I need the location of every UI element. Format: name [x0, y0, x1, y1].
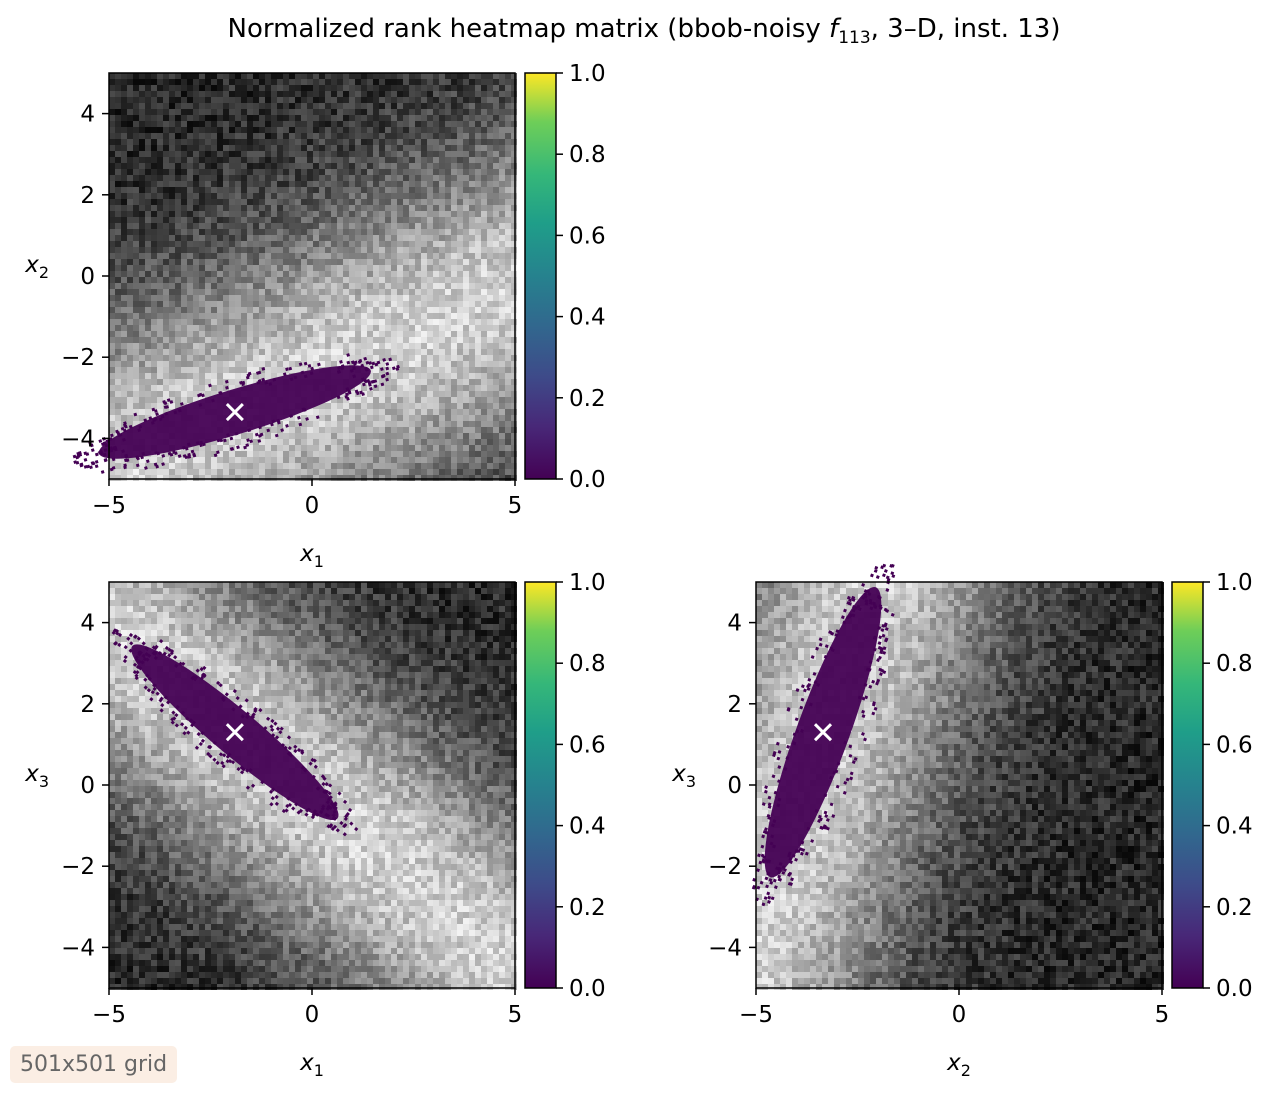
colorbar-tick-label: 0.0 — [569, 976, 606, 1002]
colorbar-tick-label: 0.4 — [569, 305, 606, 331]
colorbar-tick-label: 0.2 — [569, 895, 606, 921]
colorbar-tick-label: 0.2 — [569, 386, 606, 412]
colorbar-tick-label: 0.4 — [1216, 814, 1253, 840]
y-tick-label: −4 — [708, 935, 742, 961]
colorbar-tick-label: 0.0 — [569, 467, 606, 493]
y-axis-label: x3 — [671, 761, 696, 791]
heatmap-panel-x1-x2: −5 0 5 −4 −2 0 2 4 x1 x2 0.0 0.2 0.4 0.6 0.8 1.0 — [24, 61, 605, 571]
x-tick-label: −5 — [92, 493, 126, 519]
x-tick-label: 5 — [508, 1002, 523, 1028]
colorbar-tick-label: 0.8 — [1216, 651, 1253, 677]
x-tick-label: 0 — [952, 1002, 967, 1028]
colorbar-tick-label: 0.4 — [569, 814, 606, 840]
colorbar-tick-label: 0.6 — [1216, 732, 1253, 758]
y-tick-label: −4 — [61, 426, 95, 452]
colorbar: 0.0 0.2 0.4 0.6 0.8 1.0 — [1172, 570, 1253, 1002]
x-axis-label: x1 — [299, 1050, 324, 1080]
x-tick-label: 0 — [305, 1002, 320, 1028]
y-tick-label: 2 — [80, 183, 95, 209]
colorbar-tick-label: 1.0 — [569, 570, 606, 596]
heatmap-panel-x1-x3: −5 0 5 −4 −2 0 2 4 x1 x3 0.0 0.2 0.4 0.6 0.8 1.0 — [24, 570, 605, 1080]
x-tick-label: 5 — [1155, 1002, 1170, 1028]
x-axis-label: x1 — [299, 541, 324, 571]
y-axis-label: x2 — [24, 252, 49, 282]
colorbar-gradient — [1172, 582, 1203, 988]
colorbar-gradient — [525, 582, 556, 988]
y-tick-label: 2 — [727, 692, 742, 718]
y-tick-label: −2 — [61, 345, 95, 371]
y-tick-label: 2 — [80, 692, 95, 718]
colorbar-tick-label: 0.6 — [569, 732, 606, 758]
colorbar-tick-label: 1.0 — [569, 61, 606, 87]
y-tick-label: 0 — [727, 773, 742, 799]
y-tick-label: 4 — [727, 611, 742, 637]
y-tick-label: 4 — [80, 102, 95, 128]
x-tick-label: 5 — [508, 493, 523, 519]
colorbar-tick-label: 0.0 — [1216, 976, 1253, 1002]
y-axis-label: x3 — [24, 761, 49, 791]
y-tick-label: −2 — [61, 854, 95, 880]
colorbar: 0.0 0.2 0.4 0.6 0.8 1.0 — [525, 61, 606, 493]
x-tick-label: −5 — [739, 1002, 773, 1028]
x-tick-label: −5 — [92, 1002, 126, 1028]
colorbar-gradient — [525, 73, 556, 479]
y-tick-label: 4 — [80, 611, 95, 637]
colorbar-tick-label: 0.6 — [569, 223, 606, 249]
y-tick-label: 0 — [80, 264, 95, 290]
colorbar-tick-label: 0.8 — [569, 142, 606, 168]
x-tick-label: 0 — [305, 493, 320, 519]
colorbar-tick-label: 0.2 — [1216, 895, 1253, 921]
y-tick-label: 0 — [80, 773, 95, 799]
colorbar-tick-label: 0.8 — [569, 651, 606, 677]
colorbar: 0.0 0.2 0.4 0.6 0.8 1.0 — [525, 570, 606, 1002]
heatmap-panel-x2-x3: −5 0 5 −4 −2 0 2 4 x2 x3 0.0 0.2 0.4 0.6 0.8 1.0 — [671, 547, 1252, 1080]
colorbar-tick-label: 1.0 — [1216, 570, 1253, 596]
y-tick-label: −2 — [708, 854, 742, 880]
grid-size-badge: 501x501 grid — [10, 1046, 177, 1083]
x-axis-label: x2 — [946, 1050, 971, 1080]
y-tick-label: −4 — [61, 935, 95, 961]
